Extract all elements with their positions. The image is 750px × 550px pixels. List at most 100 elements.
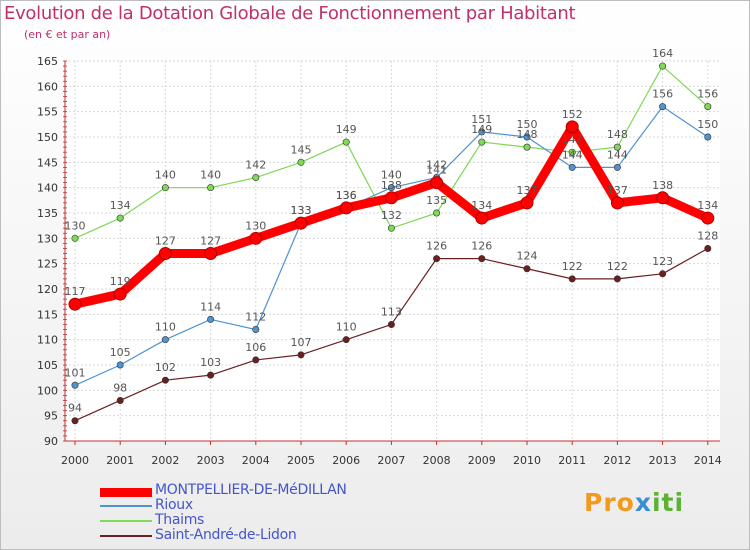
data-point bbox=[161, 184, 169, 192]
logo-part-3: iti bbox=[651, 488, 685, 517]
data-point bbox=[249, 231, 263, 245]
y-tick-label: 110 bbox=[37, 334, 58, 347]
data-label: 150 bbox=[697, 118, 718, 131]
data-point bbox=[339, 201, 353, 215]
y-tick-label: 155 bbox=[37, 106, 58, 119]
data-point bbox=[565, 120, 579, 134]
y-tick-label: 140 bbox=[37, 182, 58, 195]
x-tick-label: 2014 bbox=[694, 454, 722, 467]
data-label: 138 bbox=[381, 179, 402, 192]
data-point bbox=[207, 315, 215, 323]
data-label: 140 bbox=[200, 169, 221, 182]
data-label: 152 bbox=[562, 108, 583, 121]
data-label: 107 bbox=[291, 336, 312, 349]
data-point bbox=[207, 371, 215, 379]
data-label: 127 bbox=[200, 235, 221, 248]
legend-label-thaims: Thaims bbox=[155, 512, 205, 528]
data-point bbox=[523, 265, 531, 273]
data-point bbox=[610, 196, 624, 210]
chart-subtitle: (en € et par an) bbox=[24, 28, 111, 41]
data-point bbox=[478, 128, 486, 136]
data-label: 150 bbox=[517, 118, 538, 131]
data-point bbox=[116, 361, 124, 369]
data-point bbox=[478, 255, 486, 263]
x-tick-label: 2007 bbox=[377, 454, 405, 467]
y-tick-label: 95 bbox=[44, 410, 58, 423]
data-label: 141 bbox=[426, 164, 447, 177]
data-point bbox=[568, 163, 576, 171]
y-tick-label: 115 bbox=[37, 308, 58, 321]
x-tick-label: 2013 bbox=[649, 454, 677, 467]
x-tick-label: 2008 bbox=[423, 454, 451, 467]
data-point bbox=[520, 196, 534, 210]
data-point bbox=[659, 62, 667, 70]
data-point bbox=[116, 214, 124, 222]
x-tick-label: 2012 bbox=[603, 454, 631, 467]
y-tick-label: 120 bbox=[37, 283, 58, 296]
data-point bbox=[387, 184, 395, 192]
data-point bbox=[71, 381, 79, 389]
data-point bbox=[523, 133, 531, 141]
data-label: 136 bbox=[336, 189, 357, 202]
data-point bbox=[252, 174, 260, 182]
data-label: 130 bbox=[65, 219, 86, 232]
data-point bbox=[656, 191, 670, 205]
data-point bbox=[294, 216, 308, 230]
data-point bbox=[568, 275, 576, 283]
data-label: 149 bbox=[471, 123, 492, 136]
legend-label-saint-andre: Saint-André-de-Lidon bbox=[155, 527, 297, 543]
data-label: 123 bbox=[652, 255, 673, 268]
legend-swatch-rioux bbox=[100, 505, 152, 507]
y-tick-label: 135 bbox=[37, 207, 58, 220]
data-point bbox=[523, 143, 531, 151]
data-point bbox=[158, 247, 172, 261]
data-label: 147 bbox=[562, 133, 583, 146]
data-point bbox=[384, 191, 398, 205]
data-label: 142 bbox=[426, 159, 447, 172]
y-tick-label: 150 bbox=[37, 131, 58, 144]
data-label: 112 bbox=[245, 311, 266, 324]
data-label: 134 bbox=[110, 199, 131, 212]
legend-label-montpellier: MONTPELLIER-DE-MéDILLAN bbox=[155, 482, 347, 498]
y-tick-label: 145 bbox=[37, 156, 58, 169]
data-label: 101 bbox=[65, 366, 86, 379]
y-tick-label: 105 bbox=[37, 359, 58, 372]
data-label: 148 bbox=[517, 128, 538, 141]
data-point bbox=[433, 255, 441, 263]
y-tick-label: 130 bbox=[37, 232, 58, 245]
data-point bbox=[297, 158, 305, 166]
data-label: 122 bbox=[607, 260, 628, 273]
data-label: 119 bbox=[110, 275, 131, 288]
x-tick-label: 2004 bbox=[242, 454, 270, 467]
data-label: 110 bbox=[155, 321, 176, 334]
data-point bbox=[113, 287, 127, 301]
data-point bbox=[68, 297, 82, 311]
data-label: 164 bbox=[652, 47, 673, 60]
data-point bbox=[704, 244, 712, 252]
data-label: 133 bbox=[291, 204, 312, 217]
data-point bbox=[161, 336, 169, 344]
y-tick-label: 165 bbox=[37, 55, 58, 68]
data-label: 124 bbox=[517, 250, 538, 263]
data-label: 156 bbox=[697, 88, 718, 101]
data-label: 102 bbox=[155, 361, 176, 374]
data-point bbox=[478, 138, 486, 146]
data-point bbox=[204, 247, 218, 261]
data-point bbox=[71, 417, 79, 425]
data-label: 142 bbox=[245, 159, 266, 172]
data-label: 144 bbox=[562, 148, 583, 161]
data-label: 117 bbox=[65, 285, 86, 298]
data-point bbox=[116, 396, 124, 404]
data-label: 138 bbox=[652, 179, 673, 192]
data-point bbox=[704, 133, 712, 141]
data-label: 151 bbox=[471, 113, 492, 126]
data-point bbox=[252, 356, 260, 364]
data-point bbox=[342, 138, 350, 146]
x-tick-label: 2006 bbox=[332, 454, 360, 467]
x-tick-label: 2002 bbox=[151, 454, 179, 467]
legend-swatch-saint-andre bbox=[100, 535, 152, 537]
proxiti-logo[interactable]: Proxiti bbox=[584, 488, 684, 517]
data-point bbox=[613, 143, 621, 151]
data-label: 126 bbox=[426, 240, 447, 253]
data-label: 140 bbox=[155, 169, 176, 182]
